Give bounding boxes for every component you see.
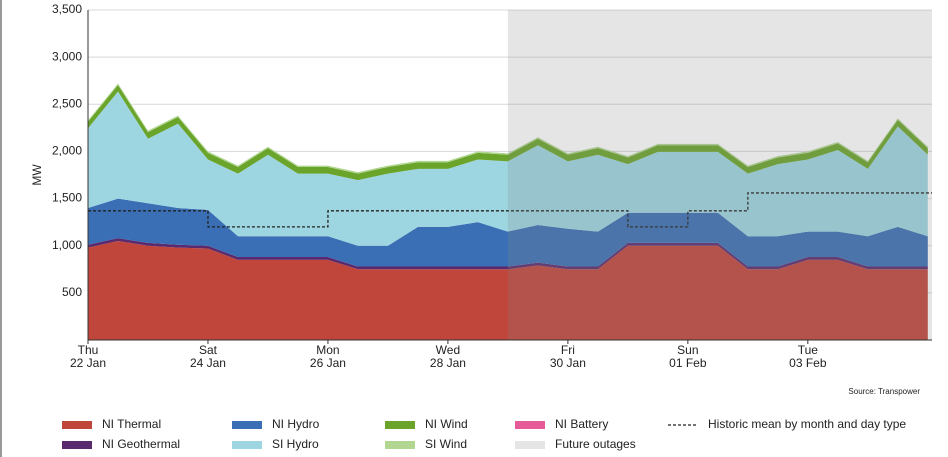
source: Source: Transpower <box>848 387 920 396</box>
y-tick-label: 3,000 <box>52 49 82 63</box>
legend-swatch <box>232 441 262 449</box>
x-tick-label: Mon 26 Jan <box>310 343 346 370</box>
legend-swatch <box>385 441 415 449</box>
legend-swatch <box>385 421 415 429</box>
legend-label: Future outages <box>555 437 636 451</box>
x-tick-label: Sun 01 Feb <box>669 343 707 370</box>
legend-label: NI Battery <box>555 417 608 431</box>
future-outages <box>507 10 932 340</box>
y-tick-label: 2,000 <box>52 144 82 158</box>
area <box>88 84 928 181</box>
legend-swatch <box>62 421 92 429</box>
x-tick-label: Sat 24 Jan <box>190 343 226 370</box>
y-tick-label: 2,500 <box>52 96 82 110</box>
x-tick-label: Fri 30 Jan <box>550 343 586 370</box>
legend-swatch <box>515 441 545 449</box>
x-tick-label: Wed 28 Jan <box>430 343 466 370</box>
legend-label: NI Geothermal <box>102 437 180 451</box>
x-tick-label: Tue 03 Feb <box>789 343 827 370</box>
y-tick-label: 1,500 <box>52 191 82 205</box>
area <box>88 198 928 267</box>
legend-label: SI Hydro <box>272 437 319 451</box>
legend-swatch <box>232 421 262 429</box>
area <box>88 91 928 246</box>
legend-label: NI Thermal <box>102 417 161 431</box>
area <box>88 241 928 340</box>
legend-label: SI Wind <box>425 437 467 451</box>
legend-label: NI Hydro <box>272 417 320 431</box>
y-tick-label: 3,500 <box>52 2 82 16</box>
legend-label: Historic mean by month and day type <box>708 417 906 431</box>
x-tick-label: Thu 22 Jan <box>70 343 106 370</box>
historic-mean-line <box>88 192 932 228</box>
y-tick-label: 1,000 <box>52 238 82 252</box>
y-axis-label: MW <box>30 164 44 186</box>
legend-swatch <box>515 421 545 429</box>
legend-label: NI Wind <box>425 417 468 431</box>
y-tick-label: 500 <box>62 285 82 299</box>
legend-swatch <box>62 441 92 449</box>
